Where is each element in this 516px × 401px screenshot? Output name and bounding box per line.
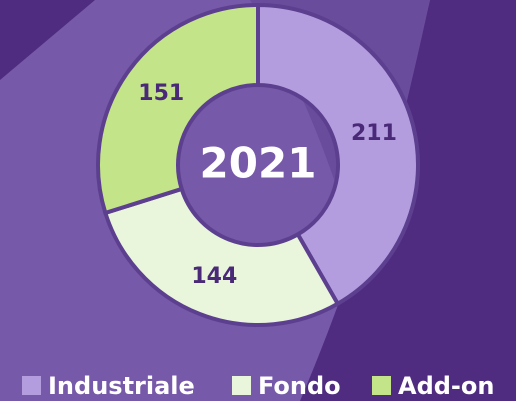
legend-label: Industriale bbox=[48, 372, 195, 400]
data-label: 144 bbox=[191, 264, 237, 289]
donut-segment bbox=[256, 2, 420, 307]
legend-label: Fondo bbox=[258, 372, 341, 400]
legend-swatch bbox=[232, 376, 251, 395]
legend-swatch bbox=[372, 376, 391, 395]
donut-segment bbox=[96, 2, 260, 216]
legend-label: Add-on bbox=[398, 372, 494, 400]
data-label: 211 bbox=[351, 121, 397, 146]
legend-swatch bbox=[22, 376, 41, 395]
center-label: 2021 bbox=[200, 139, 317, 188]
donut bbox=[96, 2, 420, 327]
donut-segment bbox=[102, 186, 341, 327]
data-label: 151 bbox=[138, 81, 184, 106]
